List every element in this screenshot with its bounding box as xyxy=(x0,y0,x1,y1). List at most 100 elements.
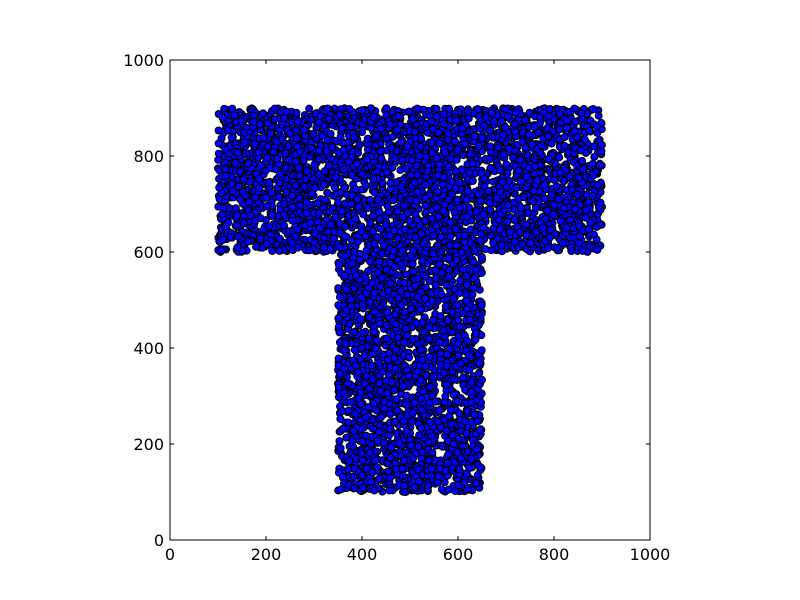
scatter-point xyxy=(588,159,597,168)
scatter-point xyxy=(465,168,474,177)
scatter-point xyxy=(590,142,598,151)
scatter-point xyxy=(477,301,486,310)
scatter-point xyxy=(336,485,345,494)
scatter-point xyxy=(390,386,399,395)
scatter-point xyxy=(378,179,387,188)
scatter-point xyxy=(431,281,440,290)
scatter-point xyxy=(390,154,399,163)
scatter-point xyxy=(437,485,446,494)
scatter-point xyxy=(232,221,241,230)
scatter-point xyxy=(563,123,572,132)
scatter-point xyxy=(485,198,494,207)
scatter-point xyxy=(217,246,226,255)
scatter-point xyxy=(594,111,603,120)
scatter-point xyxy=(246,178,254,187)
scatter-point xyxy=(243,237,252,246)
scatter-point xyxy=(428,448,437,457)
scatter-point xyxy=(563,192,572,201)
scatter-point xyxy=(359,210,368,219)
scatter-point xyxy=(501,104,510,113)
scatter-point xyxy=(269,147,278,156)
scatter-point xyxy=(378,367,387,376)
scatter-point xyxy=(511,237,520,246)
scatter-point xyxy=(427,431,436,440)
scatter-point xyxy=(288,203,297,212)
scatter-point xyxy=(239,128,248,137)
scatter-point xyxy=(440,120,449,129)
scatter-point xyxy=(291,181,300,190)
scatter-point xyxy=(385,486,394,495)
scatter-point xyxy=(396,166,405,175)
scatter-point xyxy=(477,253,486,262)
scatter-point xyxy=(597,140,606,149)
scatter-point xyxy=(524,130,533,139)
scatter-point xyxy=(460,139,469,148)
scatter-point xyxy=(440,397,449,406)
scatter-point xyxy=(335,261,343,270)
scatter-point xyxy=(214,149,223,158)
scatter-point xyxy=(334,198,343,207)
scatter-point xyxy=(416,142,425,151)
scatter-point xyxy=(325,207,334,216)
scatter-point xyxy=(365,298,374,307)
scatter-point xyxy=(465,315,474,324)
scatter-point xyxy=(338,472,347,481)
scatter-point xyxy=(580,135,589,144)
scatter-point xyxy=(444,485,453,494)
scatter-point xyxy=(444,195,453,204)
scatter-point xyxy=(268,246,277,255)
scatter-point xyxy=(363,134,372,143)
scatter-point xyxy=(452,155,461,164)
scatter-point xyxy=(330,183,339,192)
scatter-point xyxy=(485,126,494,135)
scatter-point xyxy=(245,198,254,207)
scatter-point xyxy=(262,202,271,211)
scatter-point xyxy=(382,104,391,113)
scatter-point xyxy=(502,160,511,169)
scatter-point xyxy=(323,227,332,236)
scatter-point xyxy=(282,188,291,197)
data-points xyxy=(214,104,606,496)
scatter-point xyxy=(553,243,562,252)
scatter-point xyxy=(365,313,374,322)
scatter-point xyxy=(402,270,411,279)
scatter-point xyxy=(350,328,359,337)
scatter-point xyxy=(366,218,375,227)
scatter-point xyxy=(392,429,401,438)
scatter-point xyxy=(589,105,598,114)
scatter-point xyxy=(463,212,472,221)
scatter-point xyxy=(340,346,349,355)
scatter-point xyxy=(392,395,401,404)
scatter-point xyxy=(425,352,434,361)
scatter-point xyxy=(365,334,374,343)
scatter-point xyxy=(397,138,406,147)
scatter-point xyxy=(263,153,272,162)
scatter-point xyxy=(408,417,417,426)
scatter-point xyxy=(382,334,391,343)
scatter-point xyxy=(486,155,495,164)
scatter-point xyxy=(556,217,565,226)
scatter-point xyxy=(375,358,384,367)
scatter-point xyxy=(350,345,359,354)
scatter-point xyxy=(442,380,451,389)
scatter-point xyxy=(424,323,433,332)
scatter-point xyxy=(461,385,470,394)
scatter-point xyxy=(409,267,418,276)
scatter-point xyxy=(440,225,449,234)
scatter-point xyxy=(454,434,463,443)
scatter-point xyxy=(524,151,533,160)
scatter-point xyxy=(595,161,604,170)
scatter-point xyxy=(463,336,472,345)
scatter-point xyxy=(337,207,346,216)
scatter-point xyxy=(326,129,335,138)
scatter-point xyxy=(464,114,473,123)
scatter-point xyxy=(358,300,367,309)
scatter-point xyxy=(405,107,414,116)
scatter-point xyxy=(421,194,430,203)
scatter-point xyxy=(233,211,242,220)
scatter-point xyxy=(413,104,422,113)
scatter-point xyxy=(354,149,363,158)
scatter-point xyxy=(295,194,304,203)
